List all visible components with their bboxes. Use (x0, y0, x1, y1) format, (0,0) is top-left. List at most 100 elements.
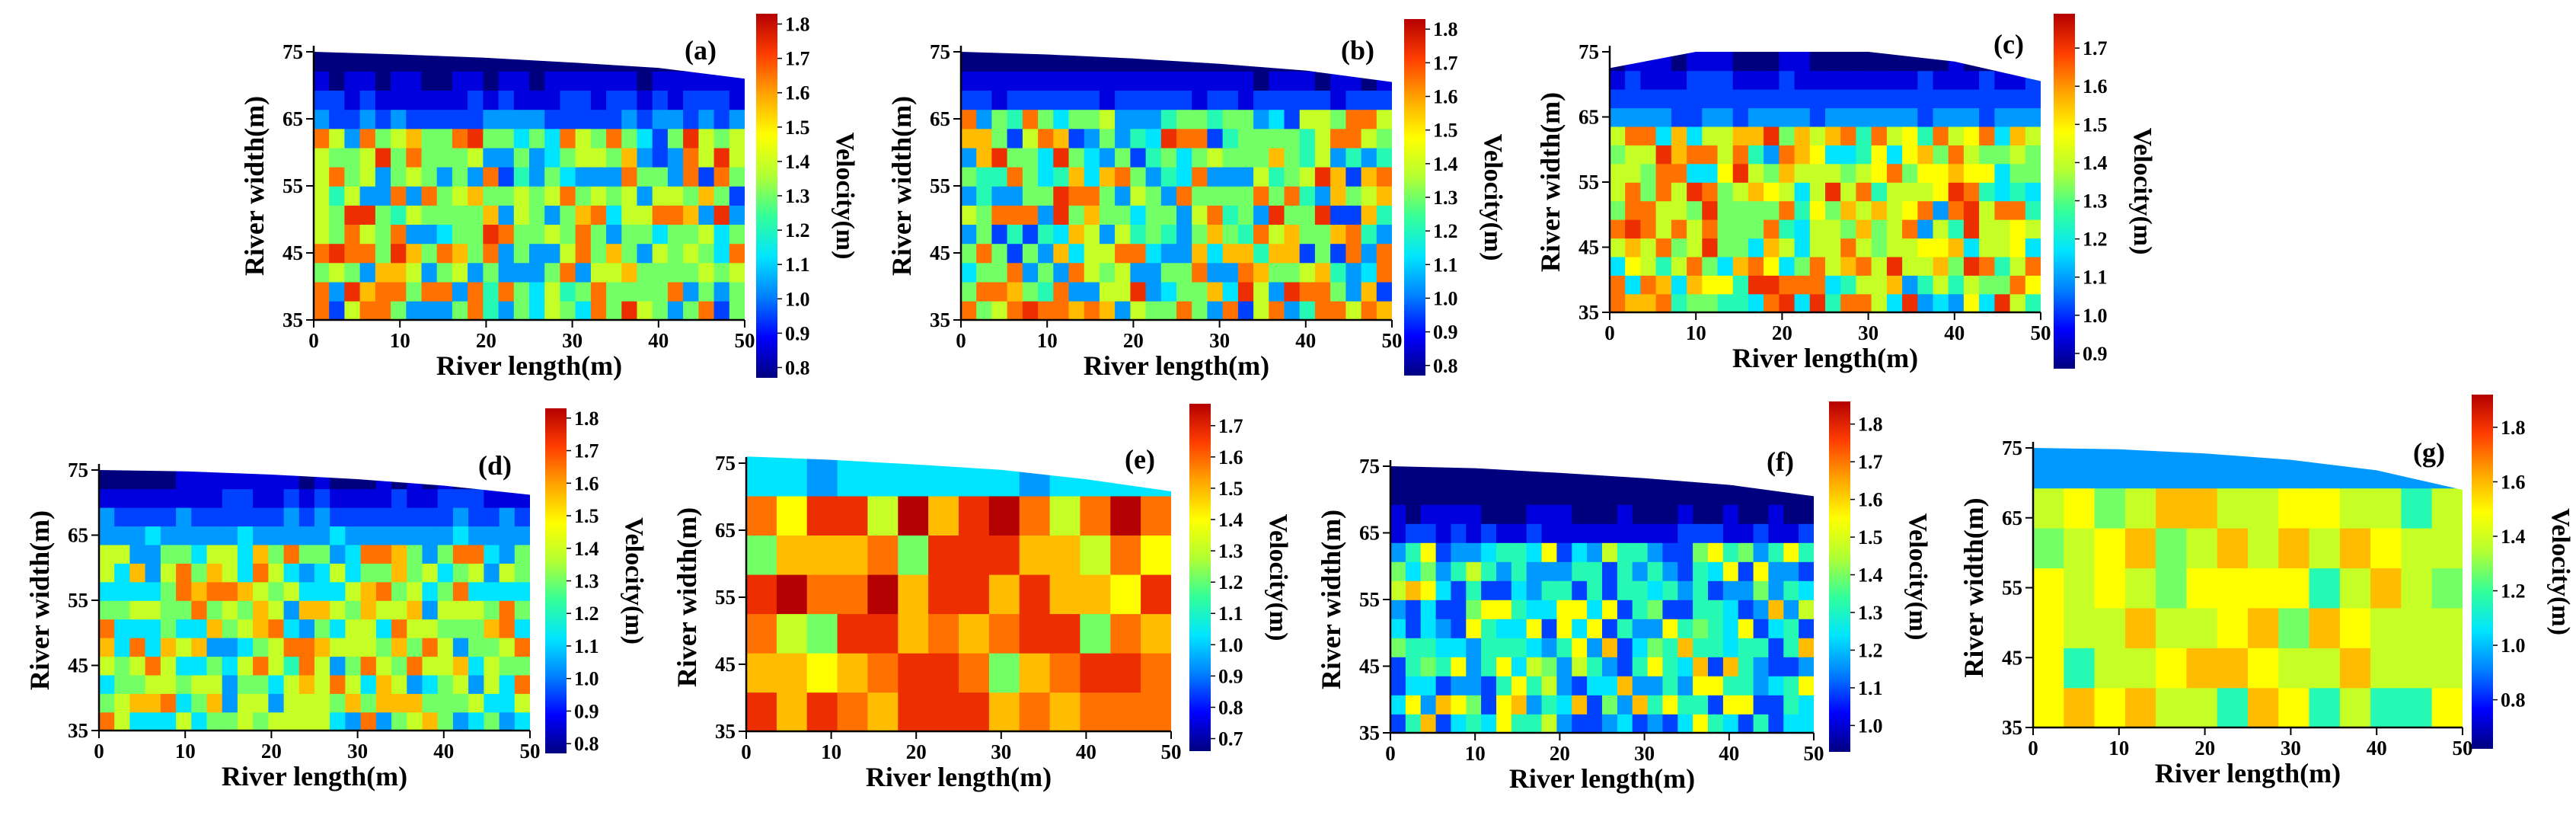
velocity-cell (145, 544, 161, 564)
velocity-cell (452, 526, 469, 545)
velocity-cell (928, 652, 959, 693)
velocity-cell (1738, 600, 1754, 619)
velocity-cell (2009, 256, 2026, 276)
velocity-cell (222, 600, 238, 620)
velocity-cell (1693, 695, 1709, 715)
velocity-cell (1451, 638, 1467, 657)
velocity-cell (2009, 275, 2026, 295)
velocity-cell (1753, 657, 1770, 676)
velocity-cell (988, 613, 1020, 654)
velocity-cell (1610, 145, 1626, 165)
velocity-cell (483, 224, 500, 245)
velocity-cell (988, 574, 1020, 615)
velocity-cell (560, 243, 576, 264)
velocity-cell (1237, 186, 1254, 206)
velocity-cell (1299, 71, 1316, 91)
velocity-cell (1994, 107, 2011, 127)
velocity-cell (1610, 219, 1626, 239)
velocity-cell (498, 147, 515, 168)
velocity-cell (2094, 448, 2126, 489)
velocity-cell (976, 262, 993, 283)
velocity-cell (1732, 219, 1749, 239)
velocity-cell (160, 507, 177, 527)
x-tick-label: 40 (648, 329, 669, 352)
velocity-cell (1345, 262, 1362, 283)
velocity-cell (375, 544, 392, 564)
velocity-cell (1640, 88, 1657, 109)
velocity-cell (1084, 262, 1100, 283)
velocity-cell (575, 224, 592, 245)
velocity-cell (1717, 52, 1734, 72)
velocity-cell (1330, 186, 1347, 206)
velocity-cell (729, 205, 745, 225)
velocity-cell (1809, 70, 1826, 90)
y-tick-label: 75 (930, 40, 950, 63)
velocity-cell (1110, 495, 1141, 536)
velocity-cell (407, 488, 423, 508)
velocity-cell (206, 507, 223, 527)
velocity-cell (513, 90, 530, 110)
velocity-cell (1768, 714, 1785, 733)
velocity-cell (436, 281, 453, 302)
y-axis-title: River width(m) (1958, 497, 1989, 677)
velocity-cell (713, 71, 730, 91)
velocity-cell (314, 693, 330, 713)
velocity-cell (1708, 638, 1724, 657)
velocity-cell (2401, 607, 2433, 648)
velocity-cell (2025, 238, 2041, 257)
velocity-cell (637, 186, 653, 206)
velocity-cell (1764, 88, 1780, 109)
velocity-cell (1963, 238, 1980, 257)
velocity-cell (391, 205, 407, 225)
velocity-cell (606, 300, 623, 320)
velocity-cell (2431, 568, 2463, 609)
velocity-cell (1511, 504, 1527, 524)
velocity-cell (2025, 182, 2041, 202)
velocity-cell (1677, 580, 1693, 600)
panel-label: (g) (2413, 437, 2445, 468)
velocity-cell (1948, 145, 1965, 165)
velocity-cell (928, 535, 959, 575)
velocity-cell (436, 147, 453, 168)
velocity-cell (1671, 145, 1687, 165)
velocity-cell (2370, 607, 2402, 648)
velocity-cell (114, 600, 131, 620)
velocity-cell (1647, 676, 1664, 695)
velocity-cell (1207, 166, 1224, 187)
velocity-cell (1330, 109, 1347, 130)
velocity-cell (1994, 182, 2011, 202)
velocity-cell (1671, 107, 1687, 127)
velocity-cell (1022, 128, 1039, 149)
colorbar-tick-label: 0.9 (1433, 321, 1458, 344)
velocity-cell (1284, 90, 1301, 110)
velocity-cell (637, 52, 653, 72)
velocity-cell (1732, 256, 1749, 276)
velocity-cell (1481, 657, 1497, 676)
velocity-cell (268, 600, 285, 620)
x-tick-label: 20 (261, 740, 282, 763)
velocity-cell (1779, 219, 1796, 239)
velocity-cell (160, 674, 177, 694)
velocity-cell (2009, 107, 2026, 127)
velocity-cell (1799, 542, 1814, 562)
colorbar-tick-label: 1.4 (2083, 152, 2108, 174)
velocity-cell (1222, 166, 1239, 187)
x-tick-label: 30 (562, 329, 583, 352)
velocity-cell (1610, 126, 1626, 145)
velocity-cell (406, 109, 423, 130)
velocity-cell (1284, 243, 1301, 264)
velocity-cell (1886, 182, 1903, 202)
velocity-cell (637, 128, 653, 149)
velocity-cell (391, 507, 408, 527)
velocity-cell (1435, 542, 1452, 562)
y-tick-label: 65 (282, 107, 303, 130)
velocity-cell (976, 224, 993, 245)
velocity-cell (1671, 52, 1687, 72)
velocity-cell (806, 456, 838, 497)
velocity-cell (375, 507, 392, 527)
y-tick-label: 65 (68, 524, 88, 547)
velocity-cell (1022, 71, 1039, 91)
velocity-cell (560, 109, 576, 130)
velocity-cell (375, 128, 391, 149)
velocity-cell (1617, 638, 1633, 657)
